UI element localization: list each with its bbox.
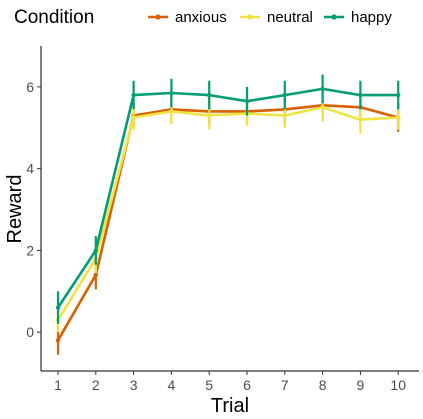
series-line <box>56 106 399 321</box>
data-point <box>93 272 99 278</box>
data-point <box>396 92 401 98</box>
data-point <box>396 115 401 120</box>
y-tick-label: 4 <box>26 161 34 177</box>
series-line <box>56 87 399 309</box>
data-point <box>320 86 325 92</box>
data-point <box>282 113 288 118</box>
series-neutral <box>55 93 401 333</box>
data-point <box>131 115 136 120</box>
x-tick-label: 9 <box>357 377 365 393</box>
data-point <box>93 248 99 253</box>
x-tick-label: 7 <box>281 377 289 393</box>
legend-key-point <box>247 14 253 20</box>
x-tick-label: 4 <box>168 377 176 393</box>
data-marks <box>55 74 401 355</box>
y-tick-label: 2 <box>26 242 34 258</box>
x-tick-label: 10 <box>390 377 406 393</box>
x-axis-title: Trial <box>211 395 249 417</box>
data-point <box>358 92 363 98</box>
series-line <box>56 104 399 341</box>
legend-label: neutral <box>267 9 313 26</box>
data-point <box>244 98 250 104</box>
data-point <box>55 338 61 343</box>
data-point <box>207 113 212 118</box>
series-happy <box>55 74 401 324</box>
x-tick-label: 8 <box>319 377 327 393</box>
data-point <box>282 92 288 98</box>
x-tick-label: 6 <box>243 377 251 393</box>
data-point <box>55 305 61 310</box>
data-point <box>131 92 136 98</box>
y-tick-label: 6 <box>26 79 34 95</box>
data-point <box>320 105 325 110</box>
ticks: 0 2 4 6 1 2 3 4 5 6 7 8 9 10 <box>26 79 406 393</box>
x-tick-label: 1 <box>54 377 62 393</box>
data-point <box>358 117 363 122</box>
legend: Condition anxious neutral happy <box>14 7 392 28</box>
legend-key-point <box>155 14 161 20</box>
series-anxious <box>55 90 401 355</box>
data-point <box>169 90 174 96</box>
data-point <box>207 92 212 98</box>
x-tick-label: 5 <box>205 377 213 393</box>
legend-title: Condition <box>14 7 94 28</box>
legend-label: happy <box>351 9 392 26</box>
legend-key-point <box>331 14 337 20</box>
y-tick-label: 0 <box>26 324 34 340</box>
axes <box>40 46 419 372</box>
y-axis-title: Reward <box>4 175 26 244</box>
legend-label: anxious <box>175 9 227 26</box>
x-tick-label: 2 <box>92 377 100 393</box>
data-point <box>169 109 174 114</box>
x-tick-label: 3 <box>130 377 138 393</box>
